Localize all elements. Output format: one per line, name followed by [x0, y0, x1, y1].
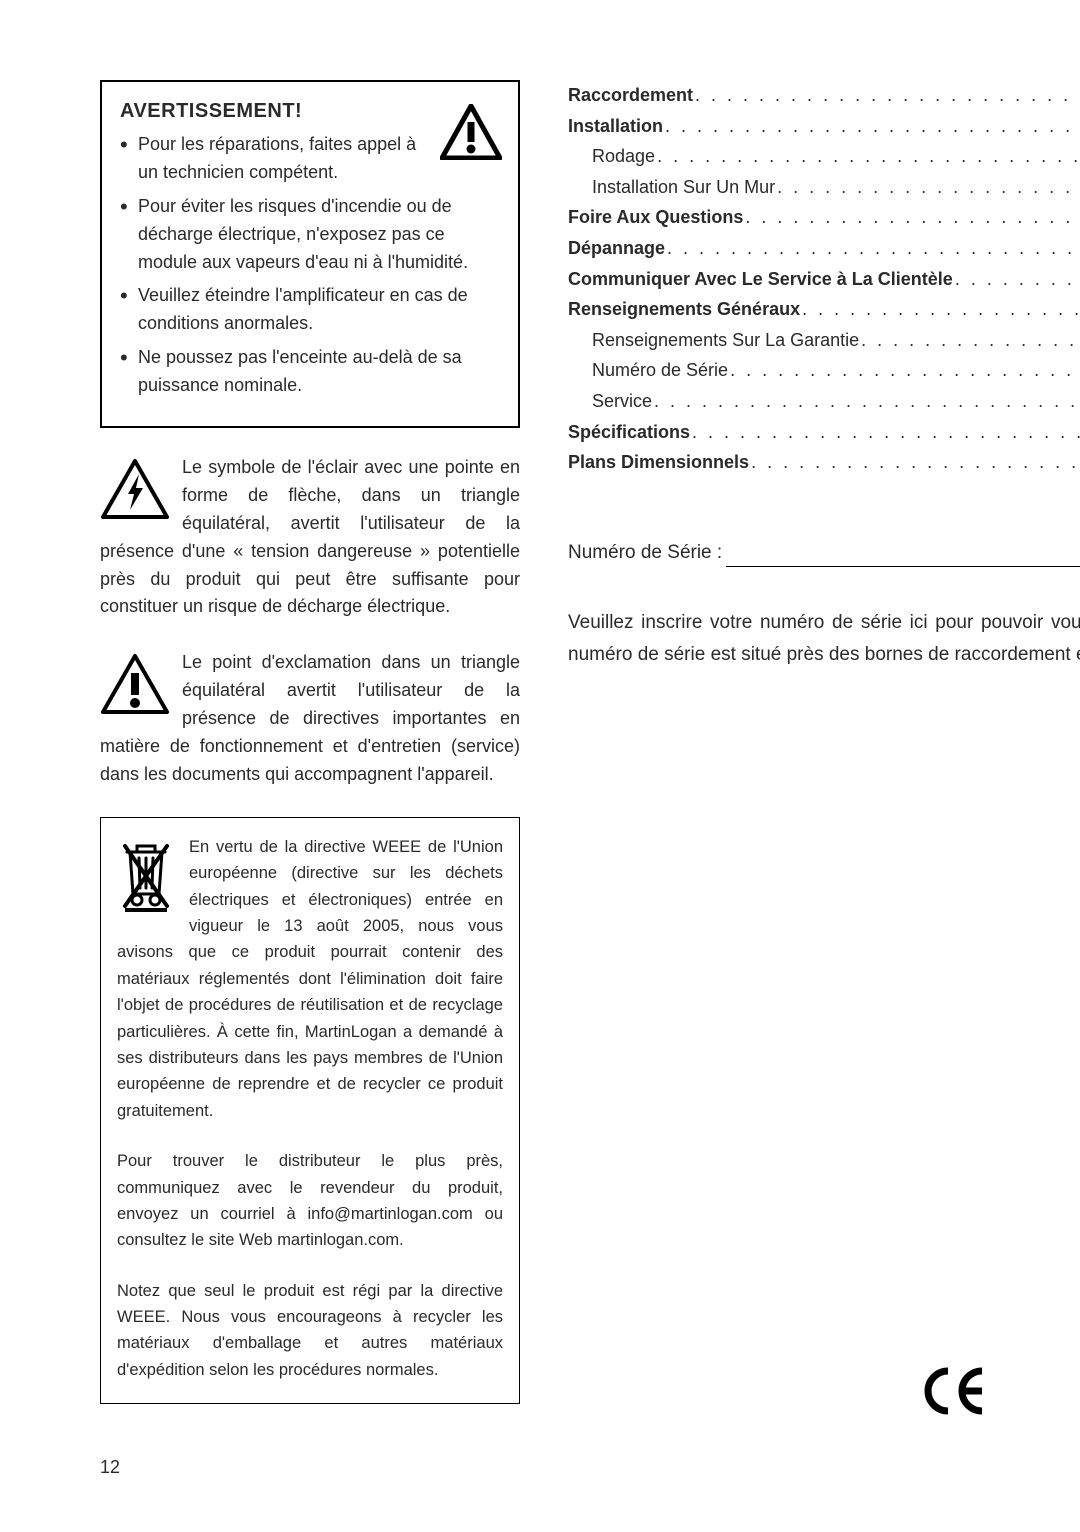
toc-label: Renseignements Généraux [568, 294, 800, 325]
toc-line: Rodage15 [568, 141, 1080, 172]
ce-mark-icon [920, 1355, 990, 1442]
toc-line: Renseignements Généraux18 [568, 294, 1080, 325]
serial-number-label: Numéro de Série : [568, 538, 722, 567]
serial-number-note: Veuillez inscrire votre numéro de série … [568, 607, 1080, 670]
toc-leader-dots [655, 141, 1080, 172]
toc-label: Spécifications [568, 417, 690, 448]
toc-leader-dots [859, 325, 1080, 356]
right-column: Raccordement14Installation15Rodage15Inst… [568, 80, 1080, 1404]
toc-line: Spécifications19 [568, 417, 1080, 448]
warning-bullet-list: Pour les réparations, faites appel à un … [120, 131, 500, 400]
left-column: AVERTISSEMENT! Pour les réparations, fai… [100, 80, 520, 1404]
toc-leader-dots [652, 386, 1080, 417]
warning-bullet-text: Pour éviter les risques d'incendie ou de… [138, 196, 468, 272]
toc-line: Raccordement14 [568, 80, 1080, 111]
toc-leader-dots [693, 80, 1080, 111]
toc-label: Communiquer Avec Le Service à La Clientè… [568, 264, 953, 295]
toc-line: Communiquer Avec Le Service à La Clientè… [568, 264, 1080, 295]
toc-leader-dots [690, 417, 1080, 448]
weee-box: En vertu de la directive WEEE de l'Union… [100, 817, 520, 1404]
warning-bullet: Pour éviter les risques d'incendie ou de… [138, 193, 500, 277]
toc-leader-dots [663, 111, 1080, 142]
toc-line: Numéro de Série18 [568, 355, 1080, 386]
serial-number-line: Numéro de Série : [568, 538, 1080, 567]
warning-bullet: Veuillez éteindre l'amplificateur en cas… [138, 282, 500, 338]
toc-leader-dots [728, 355, 1080, 386]
toc-label: Numéro de Série [592, 355, 728, 386]
toc-label: Installation [568, 111, 663, 142]
warning-bullet: Pour les réparations, faites appel à un … [138, 131, 500, 187]
weee-paragraph: Pour trouver le distributeur le plus prè… [117, 1148, 503, 1254]
warning-box: AVERTISSEMENT! Pour les réparations, fai… [100, 80, 520, 428]
toc-leader-dots [743, 202, 1080, 233]
toc-leader-dots [800, 294, 1080, 325]
toc-label: Foire Aux Questions [568, 202, 743, 233]
toc-label: Rodage [592, 141, 655, 172]
warning-bullet-text: Pour les réparations, faites appel à un … [138, 134, 416, 182]
toc-leader-dots [775, 172, 1080, 203]
weee-paragraph: Notez que seul le produit est régi par l… [117, 1278, 503, 1384]
toc-line: Service18 [568, 386, 1080, 417]
toc-leader-dots [665, 233, 1080, 264]
toc-line: Renseignements Sur La Garantie18 [568, 325, 1080, 356]
toc-line: Foire Aux Questions17 [568, 202, 1080, 233]
warning-bullet: Ne poussez pas l'enceinte au-delà de sa … [138, 344, 500, 400]
toc-line: Installation Sur Un Mur15 [568, 172, 1080, 203]
toc-label: Renseignements Sur La Garantie [592, 325, 859, 356]
lightning-triangle-icon [100, 458, 170, 520]
toc-leader-dots [953, 264, 1080, 295]
toc-label: Plans Dimensionnels [568, 447, 749, 478]
lightning-symbol-block: Le symbole de l'éclair avec une pointe e… [100, 454, 520, 621]
serial-number-blank [726, 546, 1080, 567]
exclamation-triangle-icon [100, 653, 170, 715]
exclaim-symbol-block: Le point d'exclamation dans un triangle … [100, 649, 520, 788]
toc-label: Dépannage [568, 233, 665, 264]
toc-label: Raccordement [568, 80, 693, 111]
weee-bin-icon [117, 838, 175, 920]
table-of-contents: Raccordement14Installation15Rodage15Inst… [568, 80, 1080, 478]
toc-label: Service [592, 386, 652, 417]
toc-label: Installation Sur Un Mur [592, 172, 775, 203]
warning-bullet-text: Veuillez éteindre l'amplificateur en cas… [138, 285, 468, 333]
toc-line: Dépannage17 [568, 233, 1080, 264]
toc-line: Plans Dimensionnels20 [568, 447, 1080, 478]
page-number: 12 [100, 1454, 120, 1482]
toc-leader-dots [749, 447, 1080, 478]
warning-bullet-text: Ne poussez pas l'enceinte au-delà de sa … [138, 347, 462, 395]
toc-line: Installation15 [568, 111, 1080, 142]
